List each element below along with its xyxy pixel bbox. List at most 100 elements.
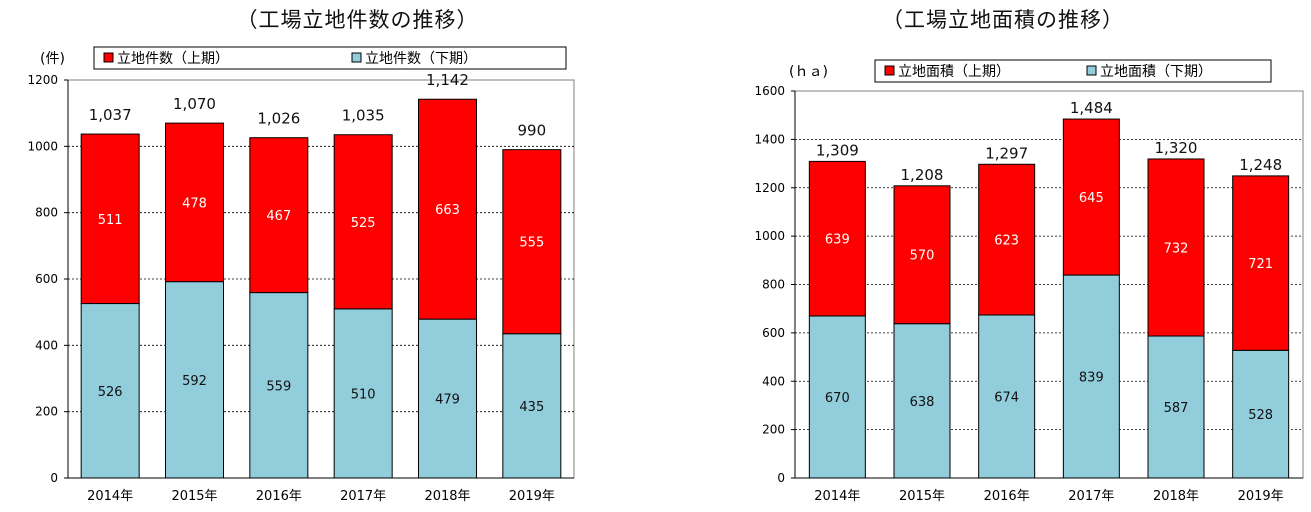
x-tick-label: 2018年 xyxy=(1153,489,1199,504)
bar-total-label: 1,309 xyxy=(816,141,859,159)
bar-lower-value-label: 479 xyxy=(435,393,460,408)
bar-upper xyxy=(978,163,1036,316)
bar-total-label: 1,142 xyxy=(426,71,469,89)
y-unit-label: (件) xyxy=(40,51,65,67)
bar-lower xyxy=(502,333,562,479)
bar-upper xyxy=(1147,158,1205,337)
bar-lower-value-label: 510 xyxy=(351,387,376,402)
bar-upper-value-label: 663 xyxy=(435,203,460,218)
y-tick-label: 1200 xyxy=(754,181,785,195)
y-tick-label: 400 xyxy=(35,338,58,352)
bar-upper-value-label: 511 xyxy=(98,213,123,228)
y-tick-label: 600 xyxy=(35,272,58,286)
bar-total-label: 1,320 xyxy=(1155,139,1198,157)
y-tick-label: 200 xyxy=(762,423,785,437)
x-tick-label: 2017年 xyxy=(1068,489,1114,504)
bar-lower xyxy=(333,308,393,479)
bar-upper xyxy=(1232,175,1290,351)
bar-lower-value-label: 592 xyxy=(182,374,207,389)
y-tick-label: 1000 xyxy=(27,139,58,153)
bar-upper-value-label: 478 xyxy=(182,196,207,211)
x-tick-label: 2016年 xyxy=(256,489,302,504)
bar-upper xyxy=(249,137,309,294)
bar-total-label: 1,484 xyxy=(1070,99,1113,117)
bar-upper-value-label: 645 xyxy=(1079,191,1104,206)
area-chart-svg: 0 200 400 600 800 1000 1200 1400 1600 670 639 1,309… xyxy=(754,59,1304,504)
legend-swatch xyxy=(351,52,362,63)
y-tick-label: 1200 xyxy=(27,73,58,87)
bar-total-label: 1,070 xyxy=(173,95,216,113)
bar-upper-value-label: 570 xyxy=(910,249,935,264)
y-tick-label: 1400 xyxy=(754,132,785,146)
bar-total-label: 1,035 xyxy=(342,107,385,125)
bar-upper xyxy=(502,149,562,335)
legend-swatch xyxy=(103,52,114,63)
y-tick-label: 1600 xyxy=(754,84,785,98)
bar-lower xyxy=(978,314,1036,479)
y-tick-label: 800 xyxy=(35,206,58,220)
legend-box xyxy=(93,46,567,70)
bar-upper-value-label: 555 xyxy=(519,236,544,251)
legend-label: 立地件数（上期） xyxy=(117,51,229,67)
legend-swatch xyxy=(884,65,895,76)
bar-upper-value-label: 721 xyxy=(1248,257,1273,272)
bar-total-label: 1,248 xyxy=(1239,156,1282,174)
bar-lower xyxy=(80,303,140,479)
bar-upper-value-label: 467 xyxy=(266,209,291,224)
x-tick-label: 2017年 xyxy=(340,489,386,504)
count-chart: （工場立地件数の推移） 0 200 400 600 800 1000 1200 526 511 1… xyxy=(0,0,655,512)
legend-swatch xyxy=(1086,65,1097,76)
legend-label: 立地面積（下期） xyxy=(1100,64,1212,80)
bar-upper xyxy=(893,185,951,325)
bar-lower-value-label: 526 xyxy=(98,385,123,400)
legend-label: 立地面積（上期） xyxy=(898,64,1010,80)
bar-lower-value-label: 638 xyxy=(910,395,935,410)
bar-total-label: 1,208 xyxy=(901,166,944,184)
bar-lower xyxy=(893,323,951,479)
x-tick-label: 2019年 xyxy=(1238,489,1284,504)
bar-lower-value-label: 435 xyxy=(519,400,544,415)
bar-upper xyxy=(165,122,224,283)
x-tick-label: 2019年 xyxy=(509,489,555,504)
bar-total-label: 990 xyxy=(518,122,547,140)
bar-total-label: 1,297 xyxy=(985,144,1028,162)
x-tick-label: 2014年 xyxy=(87,489,133,504)
bar-lower-value-label: 559 xyxy=(266,379,291,394)
x-tick-label: 2015年 xyxy=(899,489,945,504)
bar-upper-value-label: 525 xyxy=(351,216,376,231)
y-tick-label: 0 xyxy=(50,471,58,485)
bar-upper-value-label: 732 xyxy=(1164,241,1189,256)
bar-lower-value-label: 587 xyxy=(1164,401,1189,416)
bar-upper xyxy=(1062,118,1120,276)
bar-upper xyxy=(808,160,866,317)
bar-total-label: 1,026 xyxy=(257,110,300,128)
bar-lower-value-label: 839 xyxy=(1079,371,1104,386)
bar-lower-value-label: 528 xyxy=(1248,408,1273,423)
bar-lower-value-label: 670 xyxy=(825,391,850,406)
chart-title: （工場立地面積の推移） xyxy=(882,8,1124,32)
legend-box xyxy=(874,59,1272,83)
y-unit-label: (ｈａ) xyxy=(789,64,828,80)
x-tick-label: 2016年 xyxy=(984,489,1030,504)
bar-lower xyxy=(165,281,224,479)
x-tick-label: 2018年 xyxy=(424,489,470,504)
bar-upper xyxy=(80,133,140,305)
y-tick-label: 800 xyxy=(762,278,785,292)
bar-lower-value-label: 674 xyxy=(994,390,1019,405)
y-tick-label: 1000 xyxy=(754,229,785,243)
bar-upper xyxy=(418,98,477,320)
x-tick-label: 2015年 xyxy=(171,489,217,504)
chart-title: （工場立地件数の推移） xyxy=(236,8,479,32)
count-chart-svg: 0 200 400 600 800 1000 1200 526 511 1,037 2014年 592… xyxy=(27,46,575,504)
y-tick-label: 200 xyxy=(35,405,58,419)
bar-upper xyxy=(333,134,393,310)
bar-lower xyxy=(1232,349,1290,479)
y-tick-label: 400 xyxy=(762,374,785,388)
bar-total-label: 1,037 xyxy=(89,106,132,124)
bar-lower xyxy=(418,318,477,479)
bar-upper-value-label: 623 xyxy=(994,234,1019,249)
x-tick-label: 2014年 xyxy=(814,489,860,504)
bar-upper-value-label: 639 xyxy=(825,233,850,248)
y-tick-label: 600 xyxy=(762,326,785,340)
bar-lower xyxy=(249,292,309,479)
